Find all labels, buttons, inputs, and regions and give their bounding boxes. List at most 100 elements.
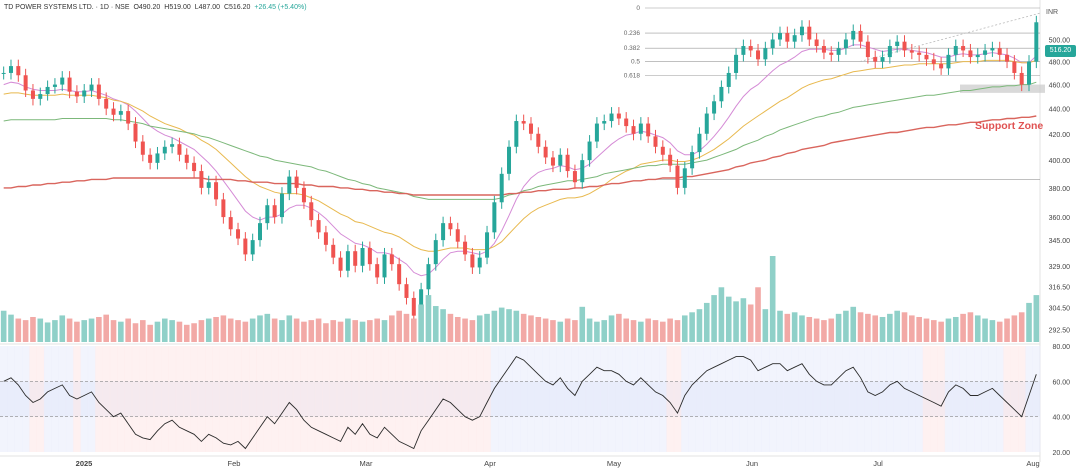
candle-body [477, 257, 482, 268]
volume-bar [784, 313, 791, 342]
volume-bar [425, 295, 432, 342]
rsi-bear-shade [161, 346, 169, 452]
rsi-bull-shade [578, 346, 587, 452]
volume-bar [30, 316, 36, 342]
ema-mid-line [3, 59, 1037, 252]
volume-bar [454, 316, 461, 342]
volume-bar [403, 313, 410, 342]
rsi-bull-shade [622, 346, 631, 452]
rsi-bear-shade [139, 346, 147, 452]
rsi-bear-shade [117, 346, 125, 452]
rsi-bear-shade [285, 346, 294, 452]
candle-body [250, 240, 255, 255]
volume-bar [616, 313, 622, 342]
rsi-bull-shade [585, 346, 594, 452]
rsi-bull-shade [607, 346, 616, 452]
volume-bar [938, 321, 944, 342]
rsi-bear-shade [219, 346, 228, 452]
candle-body [126, 111, 131, 124]
volume-bar [8, 314, 14, 342]
volume-bar [183, 324, 190, 342]
volume-bar [806, 316, 813, 342]
rsi-bull-shade [644, 346, 653, 452]
candle-body [279, 193, 284, 218]
candle-body [851, 30, 856, 40]
volume-bar [960, 313, 966, 342]
volume-bar [608, 315, 615, 342]
volume-bar [828, 318, 835, 342]
rsi-bear-shade [476, 346, 484, 452]
candle-body [265, 205, 270, 224]
volume-bar [213, 316, 219, 342]
rsi-bull-shade [981, 346, 990, 452]
rsi-bull-shade [725, 346, 733, 452]
candle-body [939, 63, 944, 69]
volume-bar [279, 320, 285, 342]
rsi-bull-shade [637, 346, 645, 452]
volume-bar [755, 287, 761, 342]
volume-bar [352, 320, 359, 342]
candle-body [909, 50, 914, 53]
candle-body [96, 84, 101, 99]
candle-body [23, 75, 28, 91]
support-zone-label: Support Zone [975, 120, 1044, 132]
rsi-bull-shade [996, 346, 1004, 452]
candle-body [382, 254, 387, 278]
volume-bar [931, 320, 937, 342]
fib-level-label: 0.382 [624, 45, 641, 52]
candle-body [836, 48, 841, 55]
rsi-bull-shade [732, 346, 741, 452]
volume-bar [242, 321, 249, 342]
rsi-bear-shade [249, 346, 257, 452]
candle-body [682, 168, 687, 188]
rsi-bear-shade [270, 346, 279, 452]
rsi-bear-shade [468, 346, 477, 452]
volume-bar [564, 318, 571, 342]
candle-body [492, 202, 497, 233]
volume-bar [191, 323, 197, 342]
rsi-bull-shade [849, 346, 858, 452]
candle-body [887, 46, 892, 58]
volume-bar [660, 321, 666, 342]
candle-body [763, 48, 768, 60]
rsi-bear-shade [366, 346, 374, 452]
volume-bar [315, 318, 322, 342]
volume-bar [725, 296, 732, 342]
volume-bar [359, 321, 366, 342]
volume-bar [389, 315, 395, 342]
rsi-tick-label: 40.00 [1052, 415, 1070, 422]
volume-bar [96, 316, 102, 342]
volume-bar [52, 320, 58, 342]
volume-bar [476, 315, 483, 342]
rsi-bear-shade [344, 346, 352, 452]
volume-bar [440, 309, 446, 342]
x-tick-label: Mar [360, 459, 373, 468]
volume-bar [22, 320, 29, 342]
rsi-bull-shade [695, 346, 704, 452]
rsi-bull-shade [864, 346, 872, 452]
volume-bar [1004, 318, 1010, 342]
symbol-name: TD POWER SYSTEMS LTD. · 1D · NSE [4, 4, 130, 11]
y-tick-label: 440.00 [1049, 107, 1071, 114]
rsi-bull-shade [615, 346, 623, 452]
candle-body [1027, 61, 1032, 85]
rsi-bull-shade [834, 346, 843, 452]
candle-body [624, 118, 629, 127]
volume-bar [996, 321, 1003, 342]
candle-body [704, 113, 709, 134]
rsi-bull-shade [974, 346, 982, 452]
rsi-bear-shade [95, 346, 103, 452]
rsi-bear-shade [483, 346, 492, 452]
rsi-bull-shade [87, 346, 96, 452]
candle-body [441, 223, 446, 241]
candle-body [485, 232, 490, 258]
volume-bar [520, 313, 527, 342]
volume-bar [711, 295, 717, 342]
rsi-bull-shade [571, 346, 579, 452]
rsi-bull-shade [556, 346, 565, 452]
rsi-bull-shade [512, 346, 521, 452]
rsi-tick-label: 20.00 [1052, 450, 1070, 457]
rsi-bull-shade [805, 346, 814, 452]
volume-bar [374, 318, 380, 342]
rsi-bull-shade [878, 346, 887, 452]
